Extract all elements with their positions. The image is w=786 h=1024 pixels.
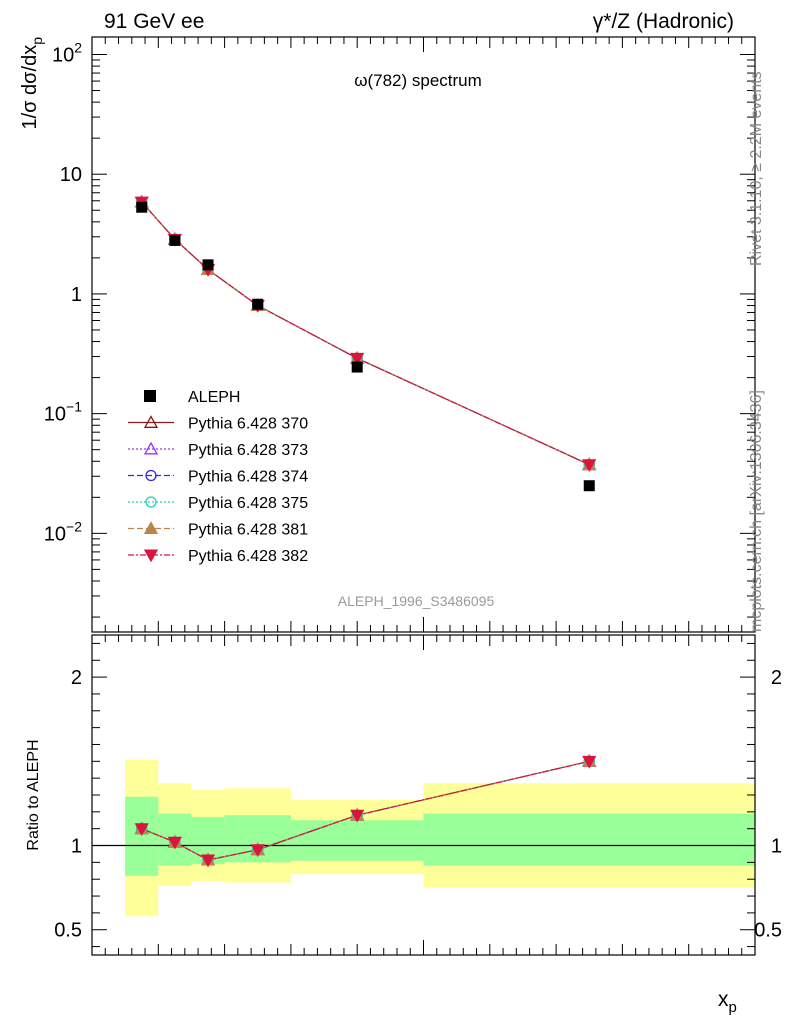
data-point	[202, 259, 214, 271]
header-right: γ*/Z (Hadronic)	[593, 10, 734, 33]
y-axis-label: 1/σ dσ/dxp	[19, 37, 45, 130]
y-tick-label: 10−2	[44, 518, 82, 545]
legend-entry: Pythia 6.428 373	[128, 441, 308, 459]
y-tick-label: 1	[71, 836, 82, 858]
ratio-series-line	[141, 760, 590, 861]
mc-point	[167, 836, 182, 850]
mc-point	[250, 844, 265, 858]
data-point	[252, 298, 264, 310]
data-point	[169, 234, 181, 246]
uncertainty-band-inner	[290, 820, 424, 861]
data-point	[144, 390, 156, 402]
legend-entry: Pythia 6.428 381	[128, 521, 308, 539]
mc-point	[134, 823, 149, 837]
y-tick-label: 2	[71, 667, 82, 689]
x-axis-label: xp	[718, 988, 737, 1016]
side-label-mcplots: mcplots.cern.ch [arXiv:1306.3436]	[748, 390, 765, 632]
side-label-rivet: Rivet 3.1.10, ≥ 2.2M events	[748, 71, 765, 266]
y-tick-label-right: 2	[771, 667, 782, 689]
mc-point	[143, 549, 159, 563]
data-point	[351, 361, 363, 373]
uncertainty-band-inner	[423, 813, 755, 866]
y-tick-label: 1	[71, 284, 82, 306]
mc-point	[143, 521, 159, 534]
legend-entry: ALEPH	[144, 389, 240, 406]
watermark: ALEPH_1996_S3486095	[338, 593, 495, 609]
legend-label: ALEPH	[188, 389, 240, 406]
chart-title: ω(782) spectrum	[354, 71, 482, 90]
y-tick-label: 10	[60, 164, 82, 186]
legend-label: Pythia 6.428 374	[188, 469, 308, 486]
mc-point	[582, 459, 597, 472]
y-tick-label: 102	[52, 39, 82, 66]
data-point	[136, 201, 148, 213]
legend-entry: Pythia 6.428 375	[128, 495, 308, 512]
mc-point	[145, 496, 157, 508]
mc-point	[582, 755, 597, 769]
mc-point	[145, 469, 157, 482]
legend-label: Pythia 6.428 381	[188, 522, 308, 539]
legend-entry: Pythia 6.428 374	[128, 469, 308, 486]
header-left: 91 GeV ee	[104, 10, 204, 33]
mc-series-line	[141, 201, 590, 466]
legend-label: Pythia 6.428 373	[188, 442, 308, 459]
mc-point	[200, 854, 216, 868]
legend-label: Pythia 6.428 382	[188, 548, 308, 565]
y-tick-label-right: 1	[771, 836, 782, 858]
legend-label: Pythia 6.428 370	[188, 416, 308, 433]
legend-label: Pythia 6.428 375	[188, 495, 308, 512]
ratio-panel: xp 0.5 0.5 1 1 2 2	[54, 634, 782, 1016]
main-frame	[91, 36, 756, 633]
ratio-y-axis-label: Ratio to ALEPH	[25, 739, 42, 850]
mc-point	[143, 441, 159, 455]
legend-entry: Pythia 6.428 370	[128, 415, 308, 433]
y-tick-label: 0.5	[54, 920, 82, 942]
mc-point	[143, 415, 159, 428]
uncertainty-band-inner	[125, 796, 159, 876]
y-tick-label-right: 0.5	[754, 920, 782, 942]
main-panel: 102 10 1 10−1 10−2 1/σ dσ/dxp ALEPH Pythia 6.42…	[19, 36, 756, 633]
mc-point	[350, 809, 365, 823]
mc-point	[350, 352, 365, 366]
legend-entry: Pythia 6.428 382	[128, 548, 308, 565]
y-tick-label: 10−1	[44, 399, 82, 426]
data-point	[583, 480, 595, 492]
